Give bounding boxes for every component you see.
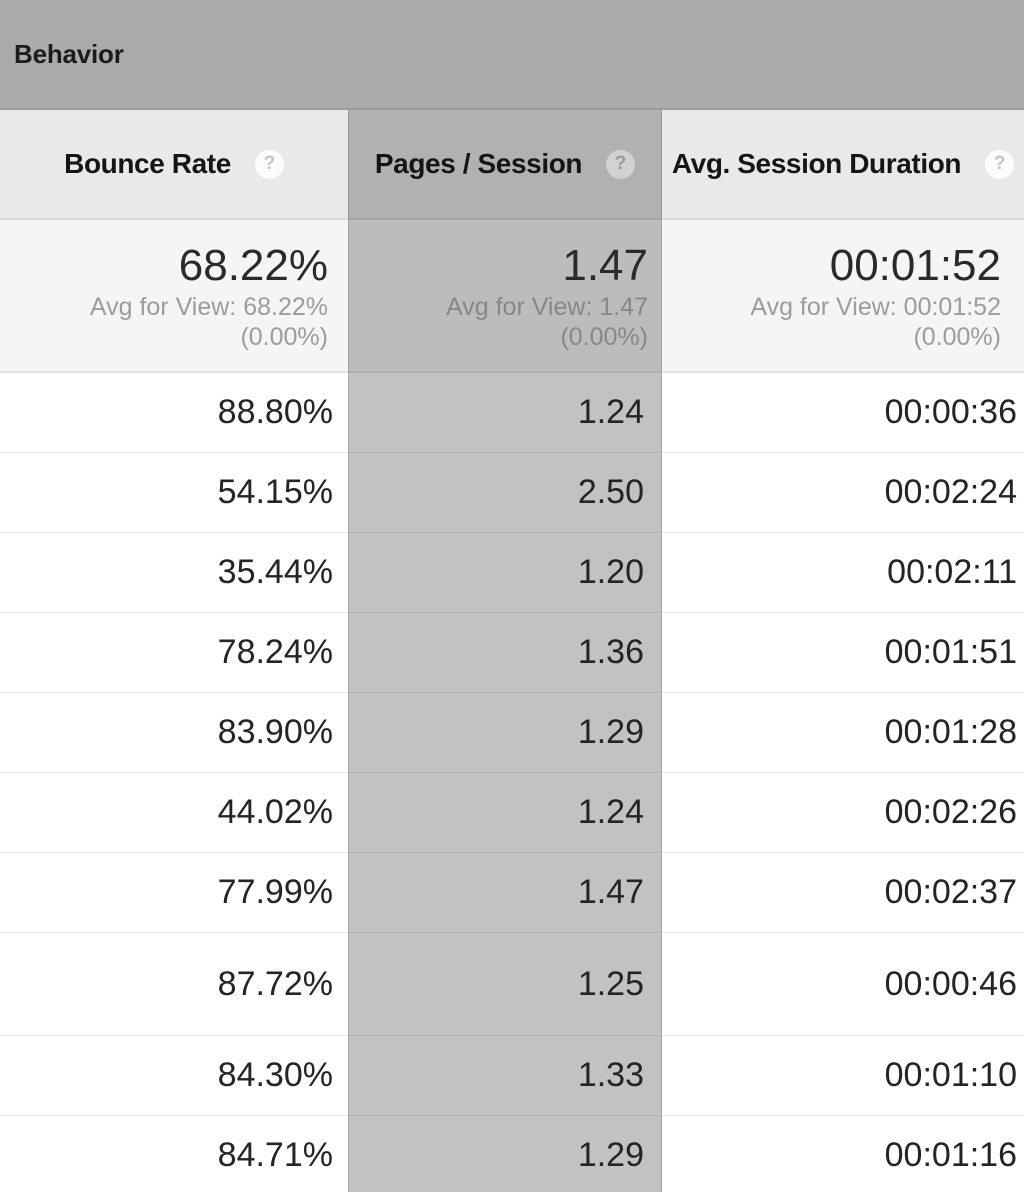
group-title: Behavior	[14, 38, 124, 69]
summary-value: 68.22%	[178, 240, 328, 290]
cell-bounce-rate: 77.99%	[0, 853, 348, 933]
cell-value: 83.90%	[217, 713, 333, 751]
cell-value: 1.29	[577, 713, 644, 751]
cell-avg-session-duration: 00:02:24	[662, 453, 1024, 533]
cell-pages-per-session: 2.50	[348, 453, 662, 533]
cell-bounce-rate: 83.90%	[0, 693, 348, 773]
cell-bounce-rate: 44.02%	[0, 773, 348, 853]
cell-bounce-rate: 35.44%	[0, 533, 348, 613]
cell-value: 88.80%	[217, 393, 333, 431]
cell-value: 1.33	[577, 1056, 644, 1094]
cell-value: 54.15%	[217, 473, 333, 511]
cell-value: 2.50	[577, 473, 644, 511]
cell-value: 78.24%	[217, 633, 333, 671]
column-header-avg-session-duration[interactable]: Avg. Session Duration ?	[662, 110, 1024, 220]
cell-value: 1.29	[577, 1136, 644, 1174]
table-row: 77.99% 1.47 00:02:37	[0, 853, 1024, 933]
help-icon[interactable]: ?	[254, 149, 284, 179]
cell-bounce-rate: 84.30%	[0, 1036, 348, 1116]
table-row: 44.02% 1.24 00:02:26	[0, 773, 1024, 853]
help-icon[interactable]: ?	[985, 149, 1015, 179]
cell-value: 1.24	[577, 793, 644, 831]
cell-avg-session-duration: 00:01:28	[662, 693, 1024, 773]
cell-pages-per-session: 1.36	[348, 613, 662, 693]
column-header-row: Bounce Rate ? Pages / Session ? Avg. Ses…	[0, 110, 1024, 220]
cell-value: 1.25	[577, 964, 644, 1003]
table-row: 78.24% 1.36 00:01:51	[0, 613, 1024, 693]
cell-pages-per-session: 1.24	[348, 373, 662, 453]
cell-value: 00:01:28	[884, 713, 1017, 751]
cell-pages-per-session: 1.25	[348, 933, 662, 1036]
cell-avg-session-duration: 00:02:37	[662, 853, 1024, 933]
cell-value: 1.36	[577, 633, 644, 671]
cell-value: 1.20	[577, 553, 644, 591]
cell-avg-session-duration: 00:02:11	[662, 533, 1024, 613]
cell-value: 84.71%	[217, 1136, 333, 1174]
column-header-bounce-rate[interactable]: Bounce Rate ?	[0, 110, 348, 220]
cell-value: 00:01:10	[884, 1056, 1017, 1094]
cell-bounce-rate: 84.71%	[0, 1116, 348, 1192]
summary-delta: (0.00%)	[560, 322, 648, 351]
cell-bounce-rate: 87.72%	[0, 933, 348, 1036]
summary-delta: (0.00%)	[913, 322, 1001, 351]
cell-pages-per-session: 1.29	[348, 1116, 662, 1192]
cell-value: 1.47	[577, 873, 644, 911]
table-row: 87.72% 1.25 00:00:46	[0, 933, 1024, 1036]
cell-value: 35.44%	[217, 553, 333, 591]
cell-value: 00:02:11	[887, 553, 1017, 591]
cell-pages-per-session: 1.29	[348, 693, 662, 773]
cell-value: 44.02%	[217, 793, 333, 831]
summary-value: 00:01:52	[829, 240, 1001, 290]
summary-delta: (0.00%)	[240, 322, 328, 351]
table-row: 84.30% 1.33 00:01:10	[0, 1036, 1024, 1116]
cell-value: 00:00:36	[884, 393, 1017, 431]
summary-row: 68.22% Avg for View: 68.22% (0.00%) 1.47…	[0, 220, 1024, 373]
cell-bounce-rate: 88.80%	[0, 373, 348, 453]
summary-avg-for-view: Avg for View: 00:01:52	[750, 292, 1001, 321]
cell-avg-session-duration: 00:01:51	[662, 613, 1024, 693]
table-row: 84.71% 1.29 00:01:16	[0, 1116, 1024, 1192]
column-header-label: Pages / Session	[374, 148, 583, 179]
cell-avg-session-duration: 00:00:46	[662, 933, 1024, 1036]
cell-pages-per-session: 1.47	[348, 853, 662, 933]
cell-value: 00:00:46	[884, 964, 1017, 1003]
cell-avg-session-duration: 00:01:16	[662, 1116, 1024, 1192]
help-icon[interactable]: ?	[606, 149, 636, 179]
table-row: 83.90% 1.29 00:01:28	[0, 693, 1024, 773]
cell-avg-session-duration: 00:01:10	[662, 1036, 1024, 1116]
cell-value: 00:01:51	[884, 633, 1017, 671]
column-header-pages-per-session[interactable]: Pages / Session ?	[348, 110, 662, 220]
cell-value: 1.24	[577, 393, 644, 431]
cell-value: 00:02:37	[884, 873, 1017, 911]
column-header-label: Bounce Rate	[64, 148, 231, 179]
table-row: 35.44% 1.20 00:02:11	[0, 533, 1024, 613]
cell-value: 84.30%	[217, 1056, 333, 1094]
table-row: 88.80% 1.24 00:00:36	[0, 373, 1024, 453]
behavior-group-header: Behavior	[0, 0, 1024, 110]
summary-pages-per-session: 1.47 Avg for View: 1.47 (0.00%)	[348, 220, 662, 373]
column-header-label: Avg. Session Duration	[671, 148, 962, 179]
cell-value: 00:01:16	[884, 1136, 1017, 1174]
cell-value: 00:02:24	[884, 473, 1017, 511]
cell-bounce-rate: 78.24%	[0, 613, 348, 693]
summary-avg-session-duration: 00:01:52 Avg for View: 00:01:52 (0.00%)	[662, 220, 1024, 373]
summary-avg-for-view: Avg for View: 1.47	[446, 292, 648, 321]
cell-value: 00:02:26	[884, 793, 1017, 831]
summary-avg-for-view: Avg for View: 68.22%	[89, 292, 328, 321]
summary-value: 1.47	[562, 240, 648, 290]
cell-avg-session-duration: 00:00:36	[662, 373, 1024, 453]
summary-bounce-rate: 68.22% Avg for View: 68.22% (0.00%)	[0, 220, 348, 373]
cell-value: 77.99%	[217, 873, 333, 911]
cell-pages-per-session: 1.24	[348, 773, 662, 853]
table-row: 54.15% 2.50 00:02:24	[0, 453, 1024, 533]
cell-value: 87.72%	[217, 964, 333, 1003]
cell-pages-per-session: 1.33	[348, 1036, 662, 1116]
cell-pages-per-session: 1.20	[348, 533, 662, 613]
cell-bounce-rate: 54.15%	[0, 453, 348, 533]
cell-avg-session-duration: 00:02:26	[662, 773, 1024, 853]
